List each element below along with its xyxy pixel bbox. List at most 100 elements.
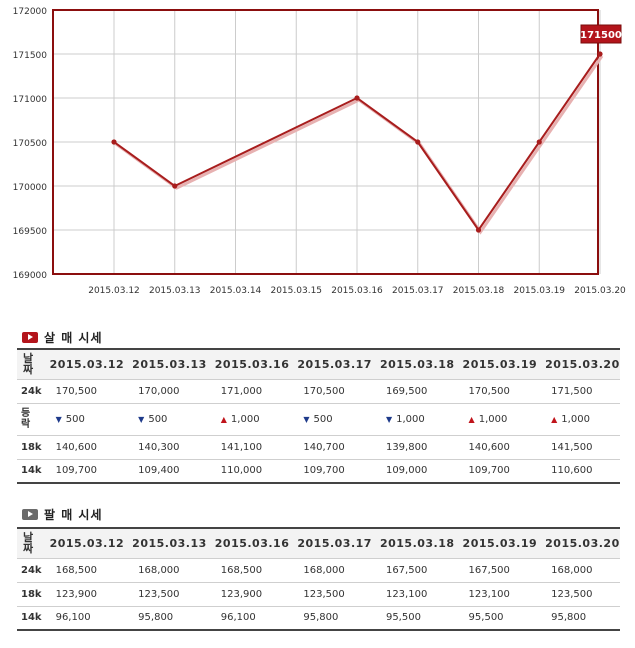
change-cell: ▲ 1,000 (537, 403, 620, 436)
price-cell: 171,500 (537, 379, 620, 404)
row-label: 24k (17, 558, 42, 583)
price-cell: 123,500 (289, 582, 372, 607)
change-cell: ▼ 500 (289, 403, 372, 436)
date-header: 2015.03.16 (206, 527, 290, 559)
price-cell: 109,000 (371, 459, 455, 484)
price-cell: 168,500 (41, 558, 125, 583)
price-cell: 95,500 (454, 606, 538, 631)
down-arrow-icon: ▼ (55, 414, 62, 424)
price-cell: 141,100 (206, 435, 290, 460)
change-value: 500 (65, 413, 85, 425)
change-value: 1,000 (396, 413, 425, 425)
price-cell: 95,500 (371, 606, 455, 631)
change-value: 500 (313, 413, 333, 425)
change-cell: ▲ 1,000 (206, 403, 290, 436)
sell-price-header: 팔 매 시세 (22, 506, 103, 522)
row-label: 18k (17, 582, 42, 607)
change-value: 1,000 (478, 413, 508, 425)
data-point (536, 139, 542, 145)
x-tick-label: 2015.03.20 (574, 286, 626, 296)
price-cell: 109,400 (124, 459, 207, 484)
price-cell: 140,700 (289, 435, 372, 460)
play-icon (22, 508, 38, 520)
plot-frame (52, 9, 599, 275)
y-tick-label: 169000 (13, 271, 48, 281)
price-cell: 123,500 (124, 582, 207, 607)
price-cell: 110,000 (206, 459, 290, 484)
sell-price-title: 팔 매 시세 (44, 507, 103, 522)
change-value: 500 (148, 413, 168, 425)
price-cell: 141,500 (537, 435, 620, 460)
table-row: 24k 170,500 170,000 171,000 170,500 169,500 17… (17, 379, 620, 404)
y-tick-label: 172000 (13, 7, 48, 17)
change-cell: ▼ 1,000 (371, 403, 455, 436)
price-cell: 140,600 (41, 435, 125, 460)
date-header: 2015.03.20 (537, 348, 620, 380)
price-cell: 123,100 (371, 582, 455, 607)
data-point (597, 51, 603, 57)
price-cell: 95,800 (289, 606, 372, 631)
price-cell: 109,700 (41, 459, 125, 484)
date-header: 2015.03.12 (41, 348, 125, 380)
price-cell: 123,500 (537, 582, 620, 607)
price-cell: 167,500 (371, 558, 455, 583)
date-column-label: 날짜 (17, 348, 42, 380)
price-cell: 168,000 (289, 558, 372, 583)
date-column-label: 날짜 (17, 527, 42, 559)
price-cell: 95,800 (124, 606, 207, 631)
row-label: 14k (17, 459, 42, 484)
table-row: 24k 168,500 168,000 168,500 168,000 167,500 16… (17, 558, 620, 583)
date-header: 2015.03.17 (289, 348, 372, 380)
price-cell: 109,700 (454, 459, 538, 484)
row-label: 24k (17, 379, 42, 404)
last-value-label: 171500 (580, 30, 622, 41)
price-cell: 123,100 (454, 582, 538, 607)
x-tick-label: 2015.03.14 (210, 286, 262, 296)
down-arrow-icon: ▼ (385, 414, 393, 424)
x-tick-label: 2015.03.15 (270, 286, 322, 296)
date-header: 2015.03.13 (124, 527, 207, 559)
date-header: 2015.03.13 (124, 348, 207, 380)
x-tick-label: 2015.03.16 (331, 286, 383, 296)
price-cell: 96,100 (206, 606, 290, 631)
change-cell: ▼ 500 (124, 403, 207, 436)
date-header: 2015.03.16 (206, 348, 290, 380)
play-icon (22, 331, 38, 343)
data-point (475, 227, 482, 233)
row-label: 등락 (17, 403, 42, 436)
x-tick-label: 2015.03.17 (392, 286, 444, 296)
x-tick-label: 2015.03.13 (149, 286, 201, 296)
price-cell: 168,500 (206, 558, 290, 583)
date-header: 2015.03.19 (454, 348, 538, 380)
date-header: 2015.03.18 (371, 348, 455, 380)
price-chart: 169000 169500 170000 170500 171000 171500 1720… (0, 0, 635, 300)
data-point (415, 139, 421, 145)
price-cell: 96,100 (41, 606, 125, 631)
price-cell: 170,500 (289, 379, 372, 404)
price-cell: 170,000 (124, 379, 207, 404)
up-arrow-icon: ▲ (468, 414, 475, 424)
price-cell: 140,600 (454, 435, 538, 460)
price-cell: 123,900 (206, 582, 290, 607)
change-cell: ▼ 500 (41, 403, 125, 436)
price-cell: 140,300 (124, 435, 207, 460)
price-cell: 123,900 (41, 582, 125, 607)
x-tick-label: 2015.03.12 (88, 286, 140, 296)
price-cell: 168,000 (537, 558, 620, 583)
change-value: 1,000 (561, 413, 590, 425)
price-line-chart: 169000 169500 170000 170500 171000 171500 1720… (13, 7, 626, 296)
buy-price-table: 날짜 2015.03.12 2015.03.13 2015.03.16 2015.03.… (17, 348, 620, 484)
x-tick-label: 2015.03.19 (513, 286, 565, 296)
down-arrow-icon: ▼ (303, 414, 310, 424)
change-value: 1,000 (230, 413, 260, 425)
table-row: 18k 123,900 123,500 123,900 123,500 123,100 12… (17, 582, 620, 607)
price-cell: 168,000 (124, 558, 207, 583)
y-tick-label: 170500 (13, 139, 48, 149)
date-header: 2015.03.18 (371, 527, 455, 559)
price-cell: 139,800 (371, 435, 455, 460)
down-arrow-icon: ▼ (138, 414, 145, 424)
y-tick-label: 171000 (13, 95, 48, 105)
up-arrow-icon: ▲ (220, 414, 227, 424)
table-row: 18k 140,600 140,300 141,100 140,700 139,800 14… (17, 435, 620, 460)
date-header: 2015.03.12 (41, 527, 125, 559)
